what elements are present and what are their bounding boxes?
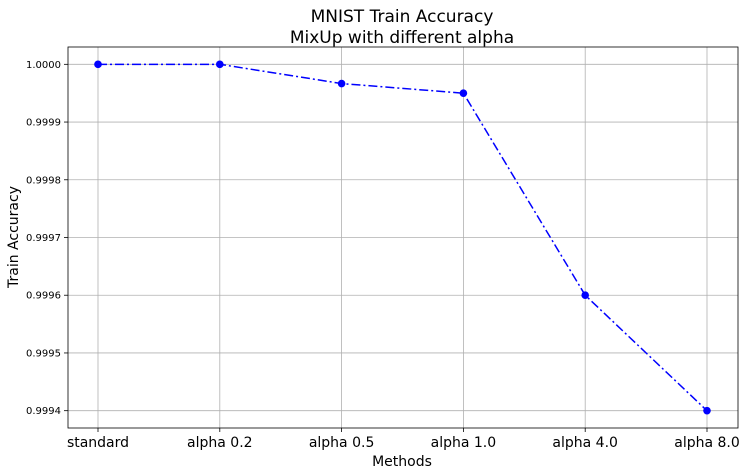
x-tick-label: alpha 0.2 <box>187 435 253 451</box>
x-tick-label: alpha 8.0 <box>674 435 740 451</box>
y-tick-label: 0.9997 <box>26 233 61 244</box>
y-axis-label: Train Accuracy <box>6 186 22 289</box>
y-tick-label: 0.9995 <box>26 348 61 359</box>
x-axis: standard alpha 0.2 alpha 0.5 alpha 1.0 alpha… <box>67 428 740 451</box>
data-point <box>581 291 589 300</box>
y-tick-label: 0.9998 <box>26 175 61 186</box>
x-tick-label: alpha 1.0 <box>431 435 497 451</box>
chart-title-line1: MNIST Train Accuracy <box>311 7 494 27</box>
x-tick-label: alpha 4.0 <box>552 435 618 451</box>
x-axis-label: Methods <box>372 454 432 470</box>
series <box>94 60 711 415</box>
x-tick-label: standard <box>67 435 129 451</box>
chart-title-line2: MixUp with different alpha <box>290 28 514 48</box>
y-tick-label: 0.9994 <box>26 406 61 417</box>
y-tick-label: 1.0000 <box>26 60 61 71</box>
data-point <box>703 406 711 415</box>
grid <box>68 47 738 428</box>
y-axis: 0.9994 0.9995 0.9996 0.9997 0.9998 0.9999 1.00… <box>26 60 68 417</box>
series-line <box>98 63 708 412</box>
data-point <box>216 60 224 69</box>
data-point <box>337 79 346 88</box>
plot-frame <box>67 46 739 429</box>
x-tick-label: alpha 0.5 <box>309 435 375 451</box>
y-tick-label: 0.9996 <box>26 291 61 302</box>
data-point <box>94 60 102 69</box>
data-point <box>459 89 468 97</box>
y-tick-label: 0.9999 <box>26 118 61 129</box>
